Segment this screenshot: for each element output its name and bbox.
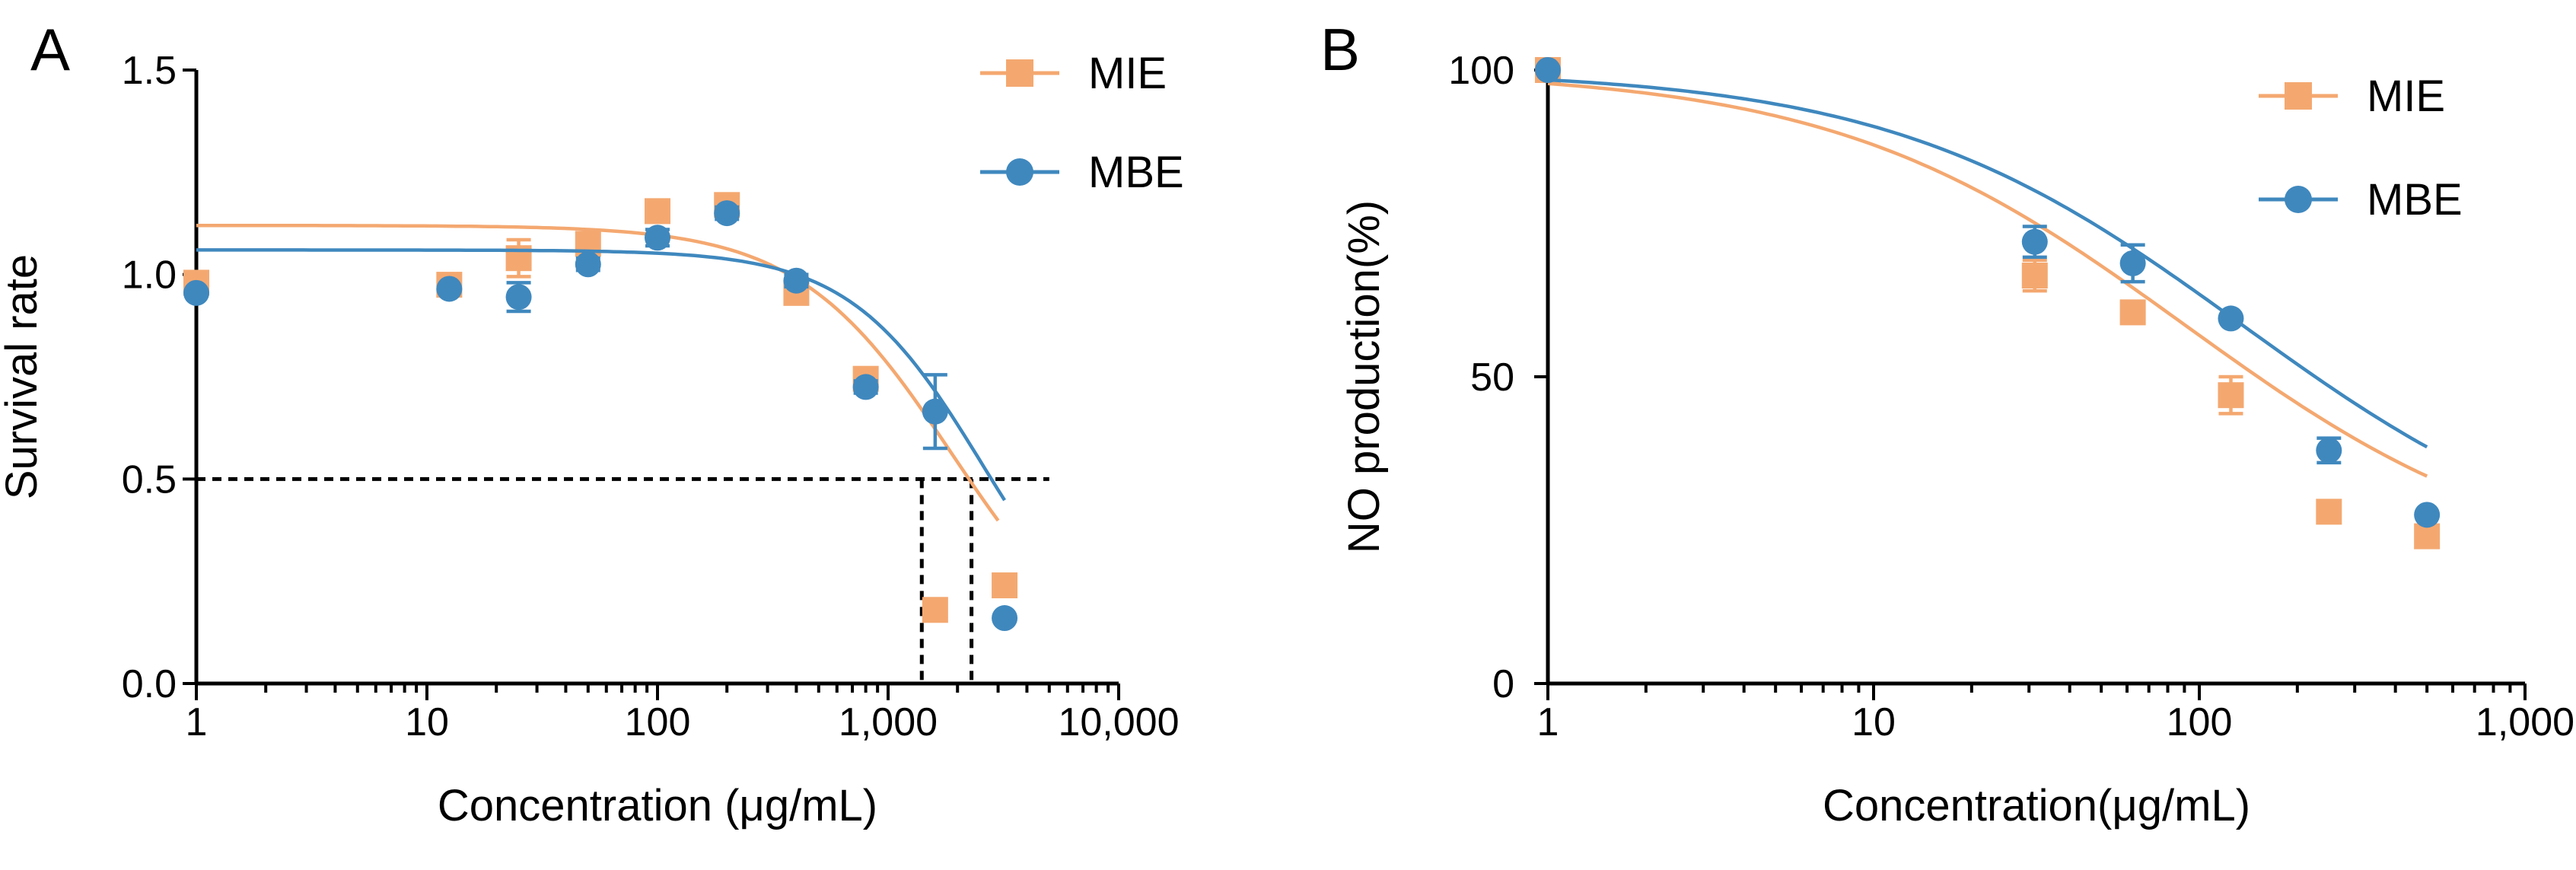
data-point-mbe: [2119, 250, 2146, 276]
y-tick-label: 0.5: [122, 457, 177, 502]
y-tick-label: 1.5: [122, 49, 177, 93]
x-axis-title: Concentration (μg/mL): [438, 781, 877, 830]
legend-label-mie: MIE: [2367, 72, 2445, 121]
panel-letter: B: [1320, 16, 1360, 83]
x-tick-label: 1: [1537, 700, 1559, 744]
data-point-mbe: [2316, 437, 2342, 464]
fit-curve-mbe: [196, 248, 1007, 502]
legend-marker-mie: [2285, 82, 2312, 110]
data-point-mbe: [645, 225, 670, 251]
x-tick-label: 1: [186, 700, 208, 744]
data-point-mbe: [922, 398, 948, 425]
data-point-mie: [2218, 382, 2244, 409]
legend-label-mie: MIE: [1088, 49, 1167, 98]
y-tick-label: 0: [1492, 662, 1514, 706]
data-point-mbe: [436, 276, 463, 302]
data-point-mbe: [783, 267, 810, 294]
y-axis-title: NO production(%): [1339, 200, 1389, 553]
x-tick-label: 1,000: [2476, 700, 2574, 744]
data-point-mbe: [2414, 502, 2441, 528]
legend-label-mbe: MBE: [2367, 175, 2463, 225]
y-tick-label: 0.0: [122, 662, 177, 706]
panel-b-chart: B 0 50 100 1 10 100 1,000 Concentration(μg/mL) NO…: [1320, 16, 2574, 830]
x-tick-label: 1,000: [839, 700, 938, 744]
fit-curve-mie: [196, 223, 1000, 522]
x-axis-title: Concentration(μg/mL): [1823, 781, 2250, 830]
data-point-mbe: [714, 200, 740, 227]
x-tick-label: 10: [1852, 700, 1896, 744]
data-point-mbe: [183, 279, 209, 306]
y-axis-title: Survival rate: [0, 254, 46, 499]
x-tick-label: 100: [2167, 700, 2233, 744]
data-point-mbe: [1535, 57, 1561, 83]
data-point-mbe: [992, 605, 1018, 632]
data-point-mbe: [852, 374, 879, 400]
fit-curve-mie: [1547, 81, 2428, 478]
data-point-mbe: [2218, 305, 2244, 332]
x-tick-label: 100: [625, 700, 691, 744]
data-point-mbe: [505, 284, 532, 311]
y-tick-label: 1.0: [122, 253, 177, 298]
panel-letter: A: [30, 16, 70, 83]
data-point-mbe: [575, 251, 601, 278]
data-point-mie: [645, 198, 670, 225]
panel-a-chart: A 0.0 0.5 1.0 1.5 1 10 100 1,000 10,000 Concentrat…: [0, 16, 1184, 830]
legend-label-mbe: MBE: [1088, 148, 1184, 197]
fit-curve-mbe: [1547, 78, 2428, 449]
legend-marker-mbe: [1006, 158, 1033, 186]
data-point-mie: [922, 597, 948, 623]
data-point-mie: [2021, 263, 2048, 289]
y-tick-label: 100: [1448, 49, 1514, 93]
y-tick-label: 50: [1470, 355, 1514, 400]
data-point-mbe: [2021, 228, 2048, 255]
legend-marker-mbe: [2285, 186, 2312, 213]
legend-marker-mie: [1006, 59, 1033, 87]
x-tick-label: 10: [405, 700, 449, 744]
data-point-mie: [2119, 299, 2146, 326]
data-point-mie: [2316, 499, 2342, 525]
x-tick-label: 10,000: [1058, 700, 1179, 744]
data-point-mie: [992, 572, 1018, 599]
